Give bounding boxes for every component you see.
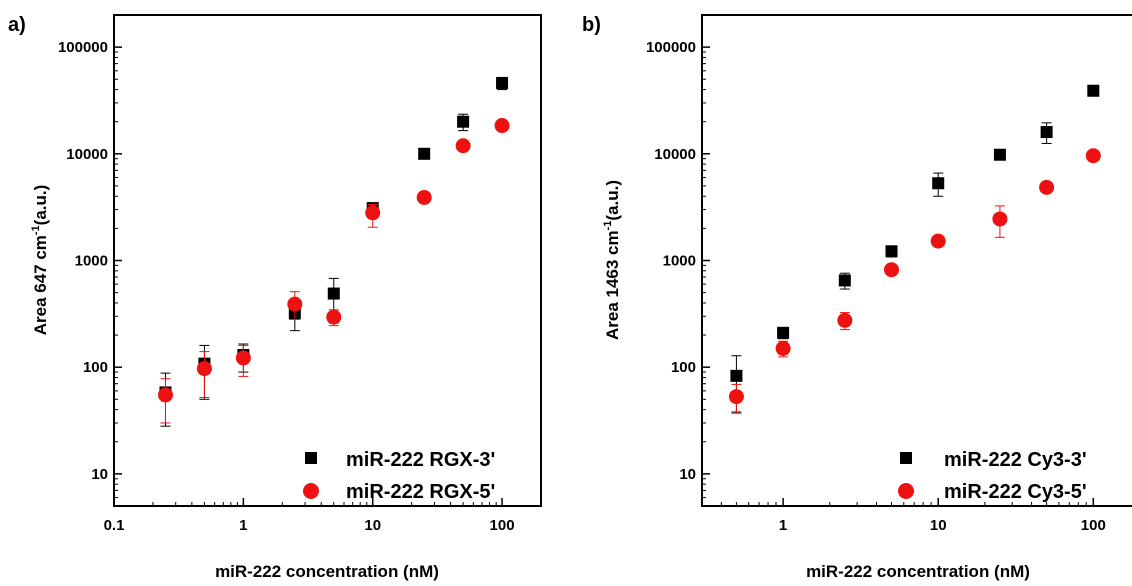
data-point-square — [777, 326, 790, 339]
data-point-circle — [992, 211, 1008, 227]
y-tick-label: 100000 — [58, 39, 108, 56]
y-tick-label: 1000 — [663, 253, 696, 270]
data-point-circle — [235, 350, 251, 366]
panel-label-b: b) — [582, 14, 601, 36]
legend-b-label-0: miR-222 Cy3-3' — [944, 449, 1087, 471]
data-point-circle — [196, 361, 212, 377]
axis-ticks-a: 0.1 1 10 100 10 100 1000 10000 100000 — [58, 39, 515, 534]
data-point-circle — [365, 205, 381, 221]
data-point-circle — [1085, 148, 1101, 164]
y-axis-title-b: Area 1463 cm-1(a.u.) — [602, 180, 622, 340]
data-point-square — [1087, 84, 1100, 97]
axis-ticks-b: 1 10 100 10 100 1000 10000 100000 — [646, 39, 1106, 534]
x-tick-label: 10 — [930, 517, 947, 534]
data-point-circle — [884, 262, 900, 278]
legend-a-marker-1 — [303, 483, 319, 499]
legend-b-marker-1 — [898, 483, 914, 499]
x-tick-label: 10 — [364, 517, 381, 534]
data-point-circle — [775, 340, 791, 356]
legend-a: miR-222 RGX-3' miR-222 RGX-5' — [303, 449, 495, 503]
data-point-square — [993, 148, 1006, 161]
y-tick-label: 100000 — [646, 39, 696, 56]
y-tick-label: 10000 — [66, 146, 108, 163]
panel-a: a) 0.1 1 10 100 10 100 1000 10000 100000 miR-222… — [8, 14, 542, 581]
data-point-circle — [930, 233, 946, 249]
data-marks-a — [157, 76, 510, 427]
data-point-circle — [287, 296, 303, 312]
panel-label-a: a) — [8, 14, 26, 36]
data-point-square — [327, 287, 340, 300]
data-point-circle — [728, 389, 744, 405]
data-point-square — [418, 147, 431, 160]
legend-b: miR-222 Cy3-3' miR-222 Cy3-5' — [898, 449, 1087, 503]
legend-a-marker-0 — [305, 452, 317, 464]
x-tick-label: 100 — [490, 517, 515, 534]
data-point-square — [730, 369, 743, 382]
x-axis-title-a: miR-222 concentration (nM) — [215, 562, 439, 581]
data-point-square — [457, 115, 470, 128]
data-point-circle — [494, 118, 510, 134]
legend-a-label-1: miR-222 RGX-5' — [346, 481, 495, 503]
x-tick-label: 100 — [1081, 517, 1106, 534]
y-tick-label: 10 — [679, 466, 696, 483]
y-axis-title-a-main: Area 647 cm — [31, 235, 50, 335]
y-axis-title-b-main: Area 1463 cm — [603, 230, 622, 340]
y-axis-title-a-sup: -1 — [30, 225, 42, 235]
data-point-circle — [416, 189, 432, 205]
x-axis-title-b: miR-222 concentration (nM) — [806, 562, 1030, 581]
y-tick-label: 10 — [91, 466, 108, 483]
legend-a-label-0: miR-222 RGX-3' — [346, 449, 495, 471]
plot-frame-b — [701, 14, 1132, 507]
y-tick-label: 100 — [83, 359, 108, 376]
y-axis-title-b-unit: (a.u.) — [603, 180, 622, 221]
x-tick-label: 1 — [779, 517, 787, 534]
data-marks-b — [728, 84, 1101, 414]
data-point-circle — [837, 312, 853, 328]
panel-b: b) 1 10 100 10 100 1000 10000 100000 miR-222 co… — [582, 14, 1132, 581]
y-tick-label: 1000 — [75, 253, 108, 270]
data-point-square — [932, 177, 945, 190]
x-tick-label: 0.1 — [104, 517, 125, 534]
y-axis-title-b-sup: -1 — [602, 221, 614, 231]
legend-b-marker-0 — [900, 452, 912, 464]
x-tick-label: 1 — [239, 517, 247, 534]
data-point-square — [496, 77, 509, 90]
y-tick-label: 100 — [671, 359, 696, 376]
y-axis-title-a: Area 647 cm-1(a.u.) — [30, 185, 50, 336]
data-point-square — [1040, 126, 1053, 139]
data-point-square — [838, 274, 851, 287]
data-point-circle — [157, 387, 173, 403]
y-tick-label: 10000 — [654, 146, 696, 163]
data-point-circle — [326, 309, 342, 325]
y-axis-title-a-unit: (a.u.) — [31, 185, 50, 226]
plot-frame-a — [113, 14, 542, 507]
data-point-circle — [1039, 179, 1055, 195]
legend-b-label-1: miR-222 Cy3-5' — [944, 481, 1087, 503]
data-point-circle — [455, 138, 471, 154]
data-point-square — [885, 245, 898, 258]
